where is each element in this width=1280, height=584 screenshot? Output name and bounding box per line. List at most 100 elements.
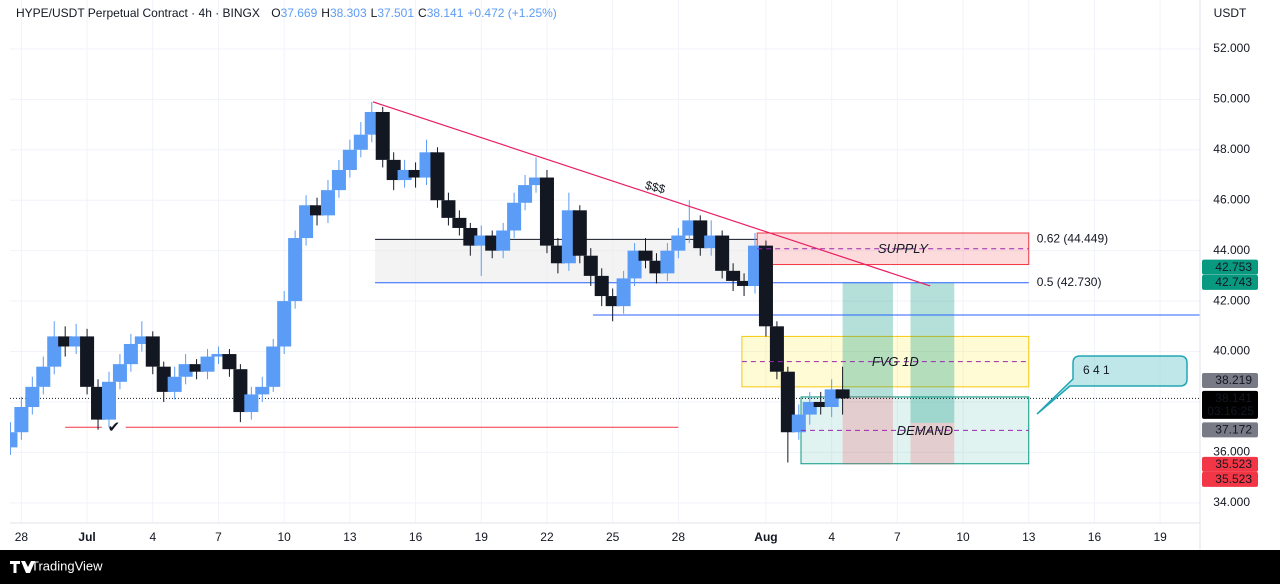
position-target <box>910 282 955 423</box>
price-tag <box>1202 390 1258 419</box>
candle-body <box>737 280 752 286</box>
candle-body <box>605 296 620 307</box>
candle-body <box>14 407 29 433</box>
brand-logo <box>10 561 35 573</box>
candle-body <box>178 364 193 377</box>
position-target <box>842 282 893 397</box>
x-tick-label: Jul <box>78 530 95 544</box>
callout-box <box>1036 355 1188 415</box>
candle-body <box>80 336 95 387</box>
candle-body <box>58 336 73 347</box>
candle-body <box>507 202 522 231</box>
zone-label: FVG 1D <box>872 354 919 369</box>
candle-body <box>474 235 489 246</box>
currency: USDT <box>1214 6 1247 20</box>
y-tick-label: 42.000 <box>1213 293 1250 307</box>
candle-body <box>266 346 281 387</box>
candle-body <box>156 366 171 392</box>
x-tick-label: 4 <box>828 530 835 544</box>
candle-body <box>682 220 697 236</box>
x-tick-label: 4 <box>149 530 156 544</box>
candle-body <box>408 169 423 178</box>
price-tag <box>1202 259 1258 275</box>
y-tick-label: 52.000 <box>1213 41 1250 55</box>
candle-body <box>452 217 467 228</box>
fib-label: 0.62 (44.449) <box>1037 232 1108 246</box>
candle-body <box>638 250 653 261</box>
candle-body <box>550 245 565 264</box>
candle-body <box>112 364 127 382</box>
candle-body <box>704 235 719 249</box>
x-tick-label: 7 <box>215 530 222 544</box>
header: HYPE/USDT Perpetual Contract · 4h · BING… <box>16 6 557 20</box>
countdown: 03:16:25 <box>1207 404 1254 418</box>
y-tick-label: 50.000 <box>1213 92 1250 106</box>
price-tag <box>1202 422 1258 438</box>
price-tag-label: 35.523 <box>1215 457 1252 471</box>
candle-body <box>572 210 587 256</box>
candle-body <box>748 245 763 286</box>
candle-body <box>715 235 730 271</box>
x-tick-label: 25 <box>606 530 620 544</box>
candle-body <box>364 111 379 135</box>
x-tick-label: 10 <box>956 530 970 544</box>
change: +0.472 (+1.25%) <box>467 6 556 20</box>
price-tag-label: 38.219 <box>1215 373 1252 387</box>
candle-body <box>211 354 226 357</box>
x-tick-label: 16 <box>409 530 423 544</box>
candle-body <box>331 169 346 191</box>
price-tag-label: 42.753 <box>1215 260 1252 274</box>
candle-body <box>671 235 686 251</box>
plot-area: ✔ $$$ SUPPLY FVG 1D DEMAND <box>10 101 1200 465</box>
price-tag <box>1202 274 1258 290</box>
zone-label: DEMAND <box>897 423 953 438</box>
candle-body <box>167 376 182 392</box>
candle-body <box>496 230 511 251</box>
candle-body <box>255 386 270 395</box>
candle-body <box>233 369 248 413</box>
footer <box>0 550 1280 584</box>
x-tick-label: 22 <box>540 530 554 544</box>
candle-body <box>616 278 631 307</box>
price-tag <box>1202 456 1258 472</box>
candle-body <box>288 238 303 302</box>
candle-body <box>134 336 149 344</box>
ohlc-value: 37.669 <box>281 6 318 20</box>
x-tick-label: 13 <box>1022 530 1036 544</box>
y-tick-label: 48.000 <box>1213 142 1250 156</box>
candle-body <box>189 364 204 372</box>
candle-body <box>430 152 445 201</box>
x-tick-label: 13 <box>343 530 357 544</box>
candle-body <box>561 210 576 264</box>
y-tick-label: 46.000 <box>1213 192 1250 206</box>
candle-body <box>539 177 554 246</box>
axes: 34.00036.00038.00040.00042.00044.00046.0… <box>15 41 1258 544</box>
price-tag-label: 37.172 <box>1215 423 1252 437</box>
candle-body <box>485 235 500 251</box>
candle-body <box>342 149 357 170</box>
ohlc-label: L <box>371 6 378 20</box>
candle-body <box>145 336 160 367</box>
candle-body <box>222 354 237 370</box>
y-tick-label: 36.000 <box>1213 445 1250 459</box>
candle-body <box>649 260 664 274</box>
candle-body <box>627 250 642 279</box>
candle-body <box>693 220 708 249</box>
x-tick-label: 28 <box>15 530 29 544</box>
price-tag <box>1202 372 1258 388</box>
candle-body <box>36 366 51 387</box>
x-tick-label: 19 <box>1153 530 1167 544</box>
candle-body <box>769 326 784 372</box>
x-tick-label: 16 <box>1088 530 1102 544</box>
price-tag <box>1202 471 1258 487</box>
candle-body <box>25 386 40 408</box>
candle-body <box>529 177 544 186</box>
price-tag-label: 42.743 <box>1215 275 1252 289</box>
candle-body <box>463 227 478 246</box>
candle-body <box>802 401 817 415</box>
callout-text: 6 4 1 <box>1083 363 1110 377</box>
y-tick-label: 34.000 <box>1213 495 1250 509</box>
ohlc-value: 38.303 <box>330 6 367 20</box>
